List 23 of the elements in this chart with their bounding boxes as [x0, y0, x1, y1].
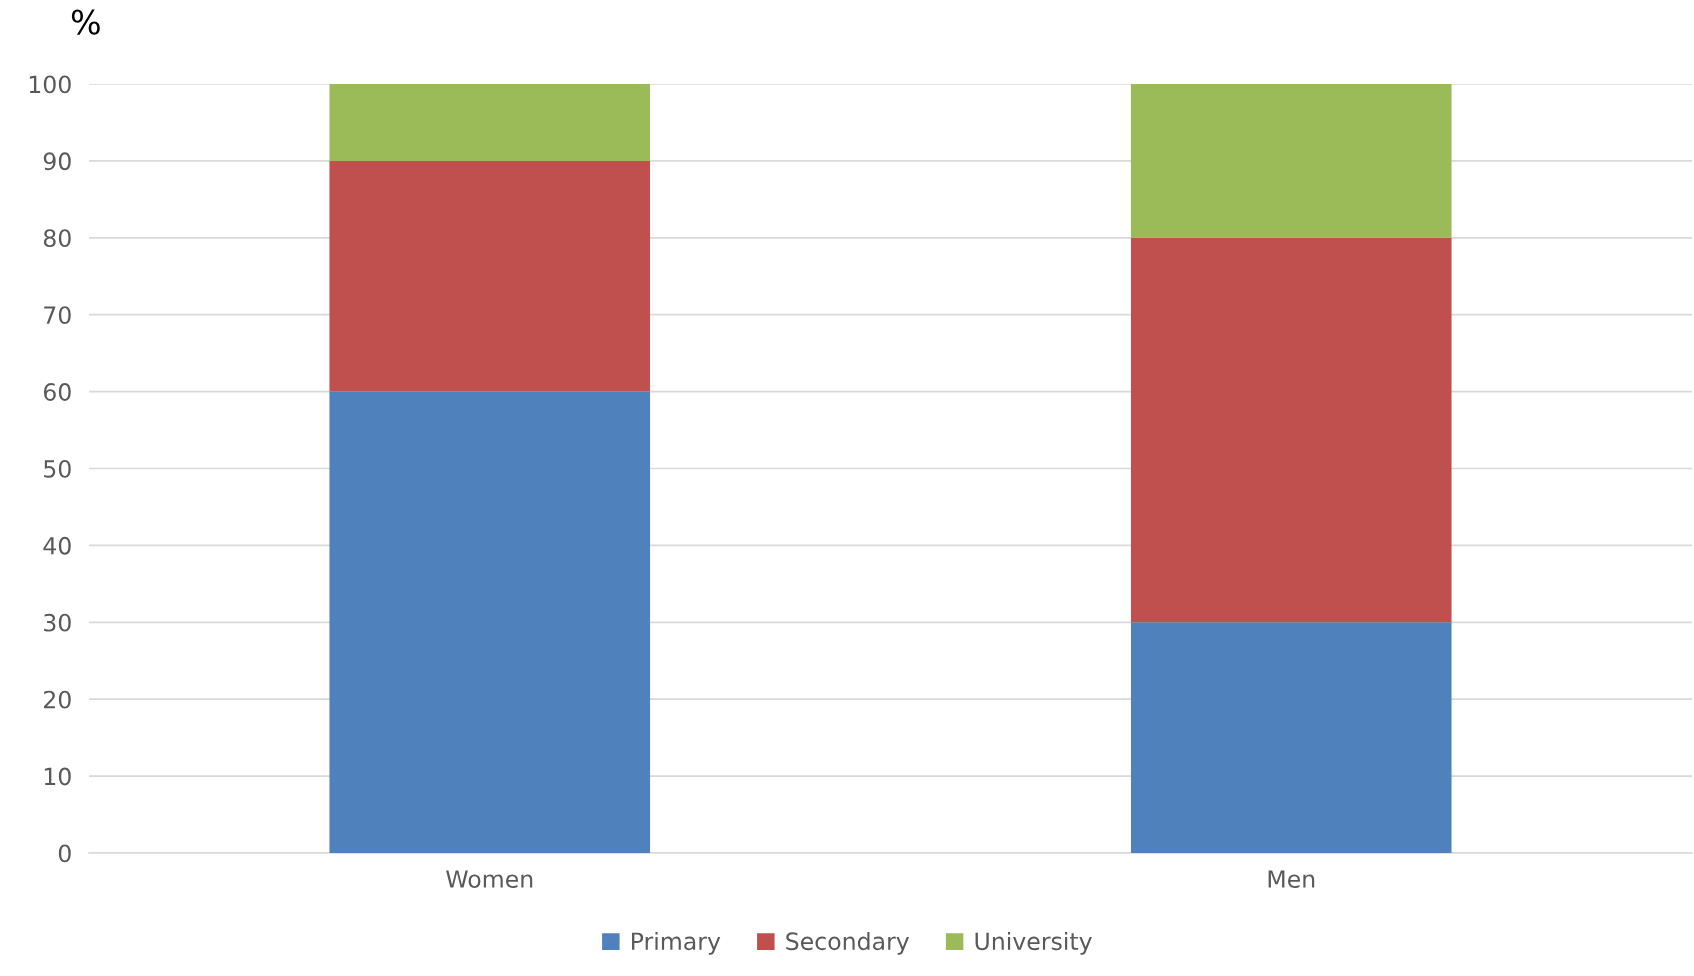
bar	[329, 391, 651, 853]
y-axis-title: %	[71, 9, 100, 35]
y-tick-label: 60	[43, 383, 71, 401]
y-tick-label: 0	[58, 844, 71, 863]
y-tick-label: 70	[44, 306, 71, 325]
y-tick-label: 50	[44, 459, 71, 478]
x-tick-label: Men	[1268, 870, 1315, 888]
y-tick-label: 80	[43, 229, 71, 248]
bar	[1130, 84, 1452, 238]
legend-label: Secondary	[786, 931, 910, 955]
bar	[1130, 622, 1452, 853]
y-tick-label: 90	[43, 152, 71, 171]
legend-label: University	[975, 931, 1092, 955]
y-tick-label: 30	[44, 613, 71, 632]
y-tick-label: 40	[43, 536, 71, 555]
legend-label: Primary	[632, 931, 721, 955]
y-tick-label: 20	[44, 690, 71, 709]
bar	[329, 160, 651, 392]
x-tick-label: Women	[446, 870, 533, 888]
y-tick-label: 100	[29, 75, 71, 94]
bar	[1130, 237, 1452, 623]
y-tick-label: 10	[44, 767, 71, 786]
bar	[329, 84, 651, 161]
